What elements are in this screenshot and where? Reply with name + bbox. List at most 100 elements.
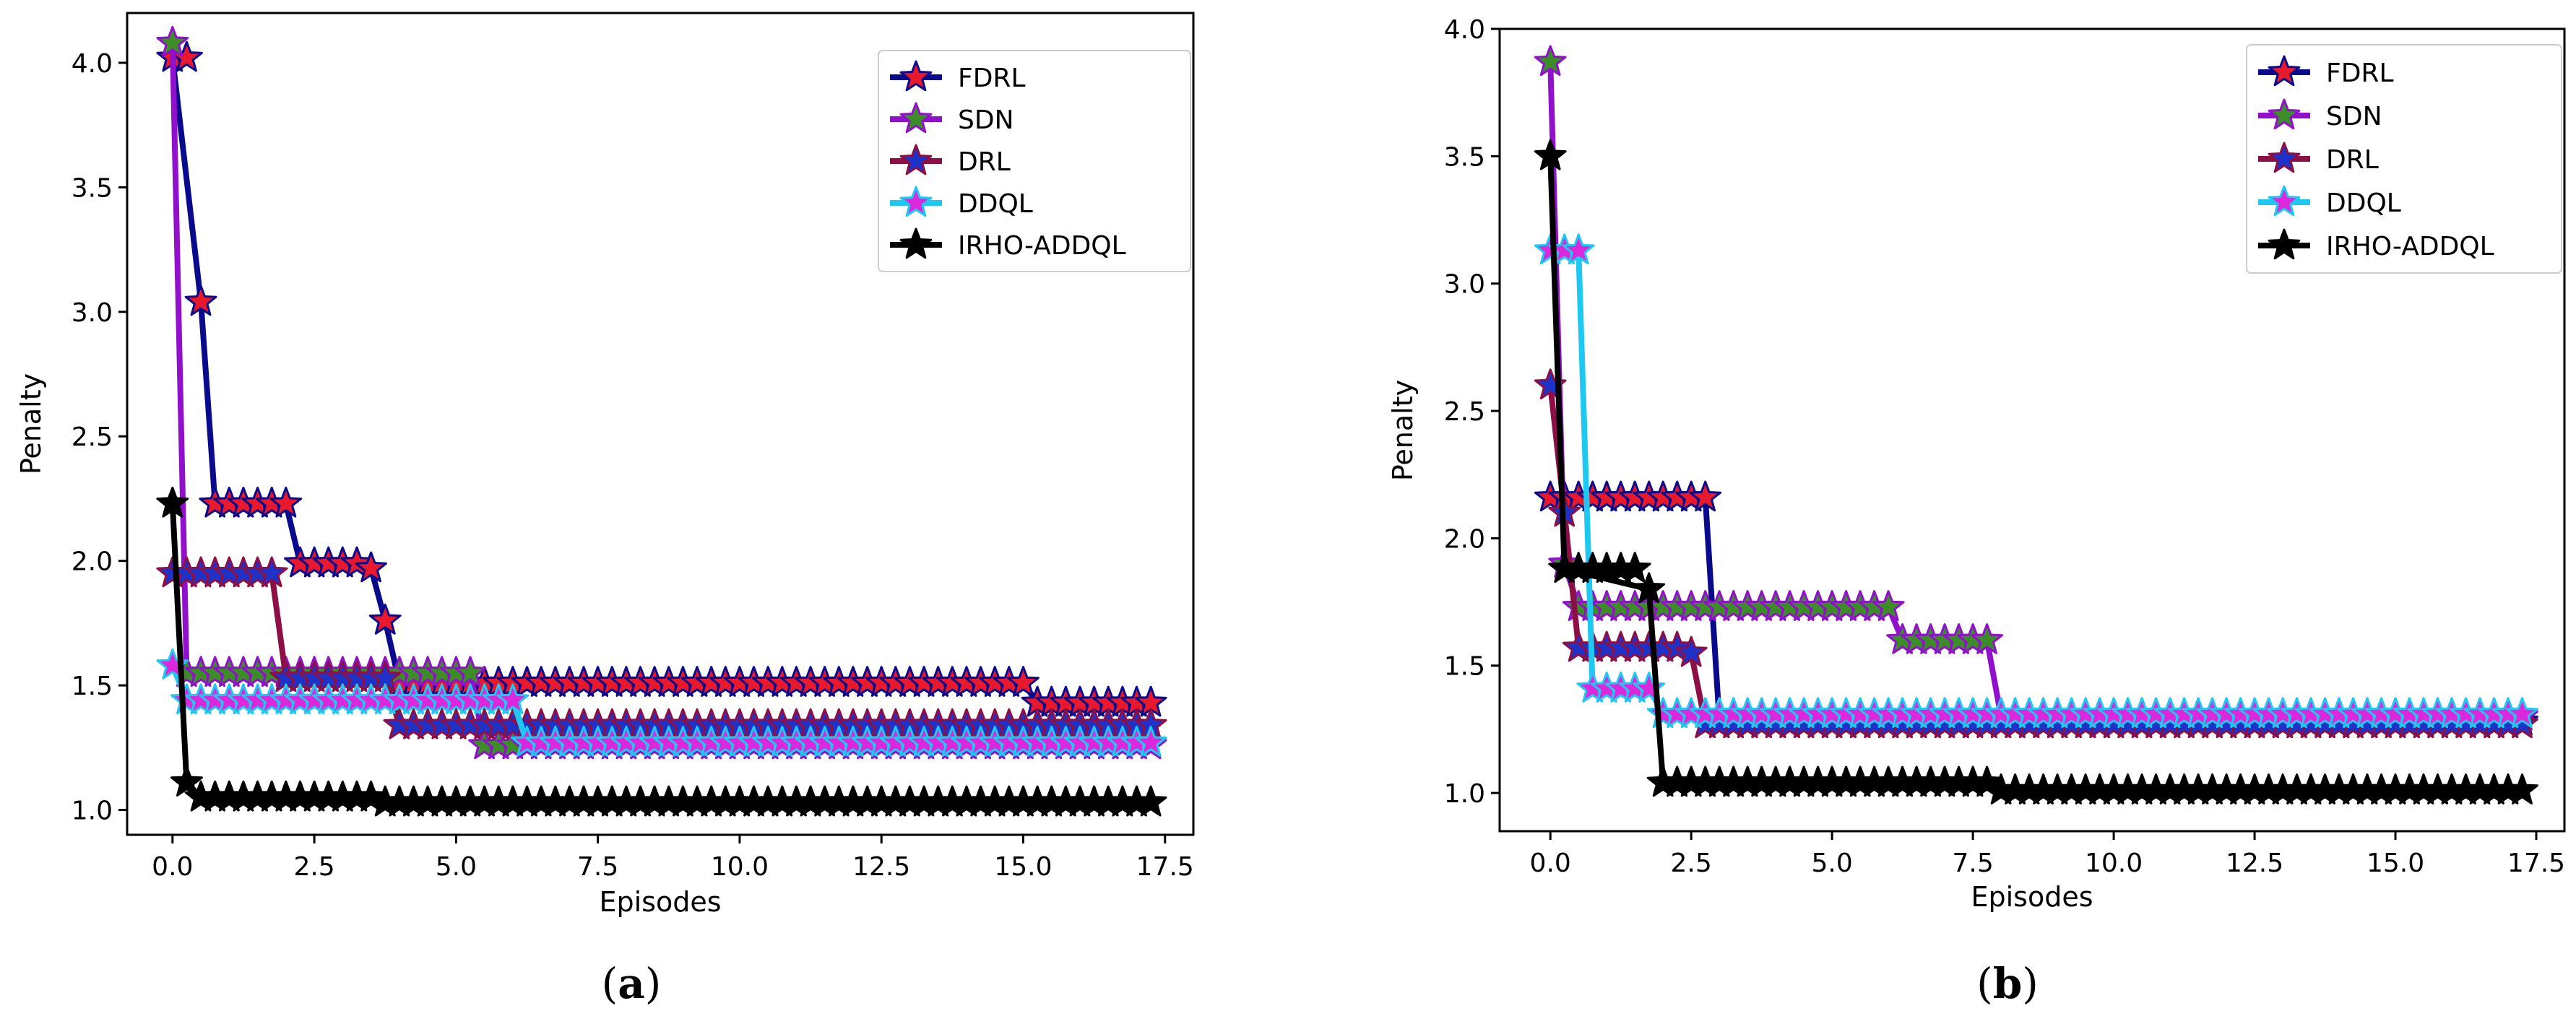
legend-star-icon (2268, 185, 2301, 217)
legend-label: FDRL (958, 64, 1026, 93)
legend-star-icon (899, 60, 933, 92)
data-point (1618, 552, 1651, 583)
legend-item-irho-addql: IRHO-ADDQL (2258, 228, 2494, 261)
x-tick-label: 10.0 (711, 852, 769, 882)
legend-item-sdn: SDN (2258, 98, 2382, 131)
legend-item-ddql: DDQL (890, 186, 1033, 219)
legend-item-drl: DRL (890, 144, 1011, 177)
legend-label: FDRL (2326, 58, 2394, 88)
data-point (184, 285, 217, 316)
y-axis-label: Penalty (1387, 380, 1419, 481)
legend-label: DDQL (958, 189, 1033, 219)
data-point (1689, 480, 1722, 512)
x-tick-label: 7.5 (577, 852, 618, 882)
x-tick-label: 17.5 (1136, 852, 1194, 882)
plot-frame (1498, 27, 2566, 833)
y-tick-label: 1.0 (1444, 779, 1485, 809)
y-tick-label: 4.0 (72, 49, 113, 79)
y-tick-label: 1.5 (1444, 652, 1485, 682)
x-tick-label: 5.0 (1812, 849, 1853, 878)
data-point (255, 556, 288, 588)
y-tick-label: 3.5 (72, 173, 113, 203)
legend-item-sdn: SDN (890, 102, 1014, 135)
x-tick-label: 12.5 (2226, 849, 2283, 878)
x-tick-label: 7.5 (1952, 849, 1993, 878)
data-point (1534, 45, 1567, 77)
y-tick-label: 2.0 (72, 547, 113, 577)
y-tick-label: 3.0 (1444, 270, 1485, 300)
y-tick-label: 1.0 (72, 797, 113, 826)
legend-box (2246, 44, 2562, 274)
data-point (1633, 672, 1666, 703)
legend-star-icon (2268, 98, 2301, 130)
y-tick-label: 3.0 (72, 298, 113, 328)
chart-panel-b: 0.0 2.5 5.0 7.5 10.0 12.5 15.0 17.5 1.0 1.5 2.0 2.5… (1387, 15, 2566, 1008)
x-tick-label: 15.0 (2367, 849, 2424, 878)
legend-label: IRHO-ADDQL (958, 231, 1126, 261)
x-tick-label: 10.0 (2085, 849, 2143, 878)
data-point (1562, 233, 1595, 265)
legend-star-icon (899, 227, 933, 259)
data-point (269, 486, 303, 518)
legend-label: SDN (958, 105, 1014, 135)
data-point (1534, 368, 1567, 400)
data-point (1971, 623, 2003, 654)
data-point (2506, 773, 2538, 804)
data-point (1134, 725, 1167, 757)
legend-star-icon (2268, 228, 2301, 260)
legend-star-icon (899, 186, 933, 217)
legend-item-fdrl: FDRL (890, 60, 1026, 93)
data-point (156, 648, 189, 680)
legend-label: SDN (2326, 102, 2382, 131)
data-point (156, 25, 189, 57)
plot-frame (126, 12, 1195, 836)
legend-item-fdrl: FDRL (2258, 55, 2394, 88)
y-tick-label: 2.5 (1444, 397, 1485, 427)
y-tick-label: 4.0 (1444, 15, 1485, 45)
panel-caption-b: (b) (1976, 959, 2039, 1008)
y-tick-label: 2.0 (1444, 524, 1485, 554)
x-axis-label: Episodes (1971, 881, 2093, 913)
legend-star-icon (899, 102, 933, 134)
x-tick-label: 0.0 (152, 852, 193, 882)
y-tick-label: 3.5 (1444, 142, 1485, 172)
legend-star-icon (2268, 142, 2301, 173)
legend-label: DDQL (2326, 188, 2401, 218)
x-tick-label: 2.5 (293, 852, 334, 882)
x-axis-label: Episodes (599, 886, 721, 918)
data-point (355, 551, 387, 583)
series-ddql (1534, 233, 2538, 729)
legend-label: IRHO-ADDQL (2326, 232, 2494, 261)
series-irho-addql (156, 486, 1167, 817)
legend-item-irho-addql: IRHO-ADDQL (890, 227, 1126, 261)
data-point (1674, 635, 1708, 667)
data-point (1971, 765, 2003, 797)
legend-star-icon (899, 144, 933, 175)
data-point (156, 486, 189, 518)
legend-box (878, 50, 1191, 272)
y-tick-label: 2.5 (72, 422, 113, 452)
data-point (1633, 572, 1666, 604)
data-point (2506, 697, 2538, 729)
data-point (170, 765, 203, 797)
data-point (368, 603, 402, 635)
series-ddql (156, 648, 1167, 757)
chart-panel-a: 0.0 2.5 5.0 7.5 10.0 12.5 15.0 17.5 1.0 1.5 2.0 2.5… (15, 12, 1195, 1008)
x-tick-label: 5.0 (436, 852, 477, 882)
x-tick-label: 2.5 (1671, 849, 1712, 878)
x-tick-label: 12.5 (852, 852, 910, 882)
data-point (1534, 139, 1567, 170)
data-point (1007, 666, 1040, 697)
series-irho-addql (1534, 139, 2538, 804)
x-tick-label: 0.0 (1530, 849, 1571, 878)
x-tick-label: 15.0 (994, 852, 1052, 882)
y-tick-label: 1.5 (72, 672, 113, 701)
legend-label: DRL (2326, 145, 2379, 175)
legend-label: DRL (958, 147, 1011, 177)
data-point (454, 656, 487, 687)
panel-caption-a: (a) (602, 959, 662, 1008)
legend-item-ddql: DDQL (2258, 185, 2401, 218)
y-axis-label: Penalty (15, 373, 47, 474)
data-point (1134, 785, 1167, 817)
